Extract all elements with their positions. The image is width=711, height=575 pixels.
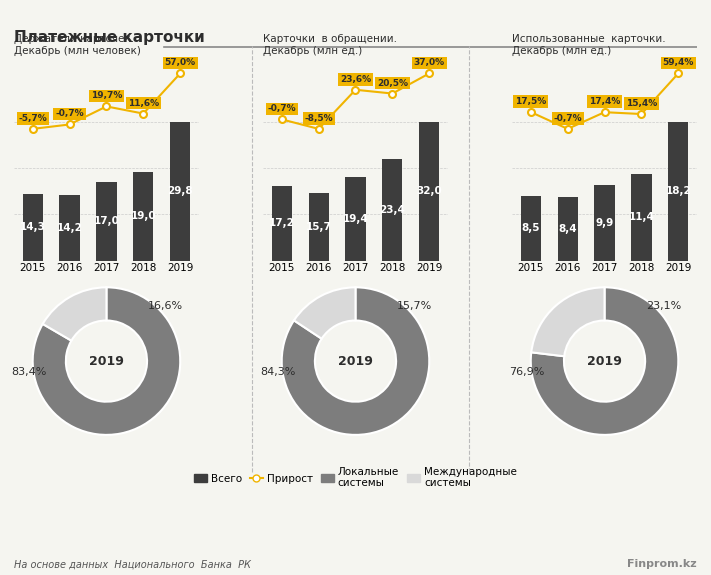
Text: 29,8: 29,8	[167, 186, 193, 196]
Bar	[520, 196, 541, 260]
Text: 17,2: 17,2	[269, 218, 295, 228]
Text: 83,4%: 83,4%	[11, 367, 47, 377]
Text: 8,5: 8,5	[522, 223, 540, 233]
Wedge shape	[531, 288, 604, 356]
Text: 15,4%: 15,4%	[626, 99, 657, 108]
Bar	[631, 174, 651, 260]
Text: 2019: 2019	[89, 355, 124, 367]
Text: 23,4: 23,4	[380, 205, 405, 215]
Bar	[23, 194, 43, 260]
Text: -5,7%: -5,7%	[18, 114, 47, 123]
Text: 2019: 2019	[587, 355, 622, 367]
Wedge shape	[294, 288, 356, 339]
Bar	[383, 159, 402, 260]
Text: 19,7%: 19,7%	[91, 91, 122, 101]
Text: 19,0: 19,0	[131, 212, 156, 221]
Text: -0,7%: -0,7%	[55, 109, 84, 118]
Text: 76,9%: 76,9%	[509, 367, 545, 377]
Wedge shape	[282, 288, 429, 435]
Text: Использованные  карточки.
Декабрь (млн ед.): Использованные карточки. Декабрь (млн ед…	[513, 34, 666, 56]
Bar	[668, 122, 688, 260]
Wedge shape	[33, 288, 181, 435]
Text: 15,7: 15,7	[306, 221, 331, 232]
Bar	[346, 177, 365, 260]
Text: 15,7%: 15,7%	[397, 301, 432, 311]
Text: Finprom.kz: Finprom.kz	[627, 559, 697, 569]
Text: 19,4: 19,4	[343, 213, 368, 224]
Text: 18,2: 18,2	[665, 186, 691, 196]
Wedge shape	[530, 288, 678, 435]
Bar	[272, 186, 292, 260]
Bar	[419, 122, 439, 260]
Text: Платежные карточки: Платежные карточки	[14, 30, 205, 45]
Bar	[594, 185, 615, 260]
Bar	[133, 172, 154, 260]
Text: 57,0%: 57,0%	[165, 59, 196, 67]
Text: На основе данных  Национального  Банка  РК: На основе данных Национального Банка РК	[14, 559, 251, 569]
Wedge shape	[43, 288, 107, 340]
Text: -0,7%: -0,7%	[267, 104, 296, 113]
Text: 84,3%: 84,3%	[260, 367, 296, 377]
Text: -0,7%: -0,7%	[553, 114, 582, 123]
Text: 32,0: 32,0	[417, 186, 442, 196]
Text: 17,0: 17,0	[94, 216, 119, 226]
Bar	[309, 193, 328, 260]
Text: 37,0%: 37,0%	[414, 59, 445, 67]
Bar	[96, 182, 117, 260]
Text: 59,4%: 59,4%	[663, 59, 694, 67]
Text: 17,4%: 17,4%	[589, 97, 620, 106]
Bar	[557, 197, 578, 260]
Bar	[60, 194, 80, 260]
Text: Карточки  в обращении.
Декабрь (млн ед.): Карточки в обращении. Декабрь (млн ед.)	[263, 34, 397, 56]
Text: 2019: 2019	[338, 355, 373, 367]
Text: 17,5%: 17,5%	[515, 97, 547, 106]
Text: 14,3: 14,3	[20, 223, 46, 232]
Bar	[170, 122, 191, 260]
Text: 9,9: 9,9	[595, 218, 614, 228]
Text: 14,2: 14,2	[57, 223, 82, 232]
Text: 11,6%: 11,6%	[128, 98, 159, 108]
Text: 23,1%: 23,1%	[646, 301, 681, 311]
Text: 11,4: 11,4	[629, 212, 654, 222]
Text: 20,5%: 20,5%	[377, 79, 408, 87]
Legend: Всего, Прирост, Локальные
системы, Международные
системы: Всего, Прирост, Локальные системы, Между…	[194, 467, 517, 488]
Text: 8,4: 8,4	[558, 224, 577, 233]
Text: Держатели карточек.
Декабрь (млн человек): Держатели карточек. Декабрь (млн человек…	[14, 34, 141, 56]
Text: 23,6%: 23,6%	[340, 75, 371, 84]
Text: -8,5%: -8,5%	[304, 114, 333, 123]
Text: 16,6%: 16,6%	[148, 301, 183, 311]
